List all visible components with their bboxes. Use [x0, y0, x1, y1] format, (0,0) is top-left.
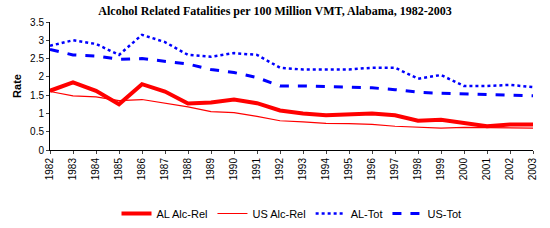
svg-text:1999: 1999: [435, 158, 446, 181]
svg-text:2000: 2000: [458, 158, 469, 181]
svg-text:US Alc-Rel: US Alc-Rel: [252, 208, 305, 220]
svg-text:Rate: Rate: [11, 74, 23, 98]
svg-text:0: 0: [38, 145, 44, 156]
svg-text:2002: 2002: [504, 158, 515, 181]
svg-text:AL-Tot: AL-Tot: [351, 208, 383, 220]
svg-text:1991: 1991: [251, 158, 262, 181]
svg-text:2001: 2001: [481, 158, 492, 181]
svg-text:3: 3: [38, 35, 44, 46]
svg-text:1994: 1994: [320, 158, 331, 181]
svg-text:2: 2: [38, 71, 44, 82]
svg-text:2.5: 2.5: [30, 53, 44, 64]
svg-text:2003: 2003: [527, 158, 538, 181]
svg-text:1984: 1984: [90, 158, 101, 181]
svg-text:1988: 1988: [182, 158, 193, 181]
svg-text:AL Alc-Rel: AL Alc-Rel: [157, 208, 208, 220]
svg-text:1990: 1990: [228, 158, 239, 181]
svg-text:1992: 1992: [274, 158, 285, 181]
svg-text:1986: 1986: [136, 158, 147, 181]
svg-text:1.5: 1.5: [30, 90, 44, 101]
svg-text:1982: 1982: [44, 158, 55, 181]
svg-text:3.5: 3.5: [30, 17, 44, 28]
svg-text:US-Tot: US-Tot: [427, 208, 461, 220]
svg-text:0.5: 0.5: [30, 126, 44, 137]
svg-text:Alcohol Related Fatalities per: Alcohol Related Fatalities per 100 Milli…: [98, 4, 451, 18]
svg-text:1985: 1985: [113, 158, 124, 181]
svg-text:1997: 1997: [389, 158, 400, 181]
svg-text:1993: 1993: [297, 158, 308, 181]
svg-text:1996: 1996: [366, 158, 377, 181]
svg-text:1987: 1987: [159, 158, 170, 181]
svg-text:1989: 1989: [205, 158, 216, 181]
svg-text:1995: 1995: [343, 158, 354, 181]
svg-text:1998: 1998: [412, 158, 423, 181]
svg-text:1: 1: [38, 108, 44, 119]
svg-text:1983: 1983: [67, 158, 78, 181]
